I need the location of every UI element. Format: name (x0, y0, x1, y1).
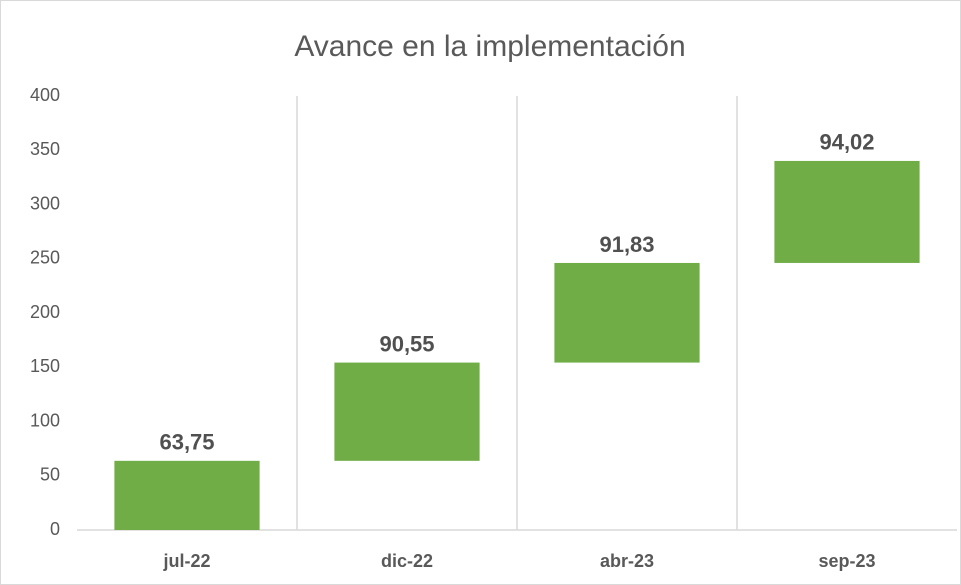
y-tick-label: 250 (30, 248, 60, 268)
y-tick-label: 200 (30, 302, 60, 322)
value-label: 94,02 (819, 130, 874, 155)
x-tick-label: jul-22 (162, 551, 210, 571)
bar (334, 362, 480, 461)
value-label: 90,55 (379, 331, 434, 356)
y-tick-label: 350 (30, 139, 60, 159)
bar (774, 160, 920, 263)
y-tick-label: 50 (40, 465, 60, 485)
y-tick-label: 100 (30, 410, 60, 430)
chart-title: Avance en la implementación (294, 30, 685, 63)
y-tick-label: 300 (30, 193, 60, 213)
x-tick-label: dic-22 (381, 551, 433, 571)
x-tick-label: abr-23 (600, 551, 654, 571)
y-tick-label: 400 (30, 85, 60, 105)
y-tick-label: 0 (50, 519, 60, 539)
bar (554, 262, 700, 363)
value-label: 63,75 (159, 430, 214, 455)
x-tick-label: sep-23 (818, 551, 875, 571)
bar (114, 460, 260, 530)
y-tick-label: 150 (30, 356, 60, 376)
value-label: 91,83 (599, 232, 654, 257)
